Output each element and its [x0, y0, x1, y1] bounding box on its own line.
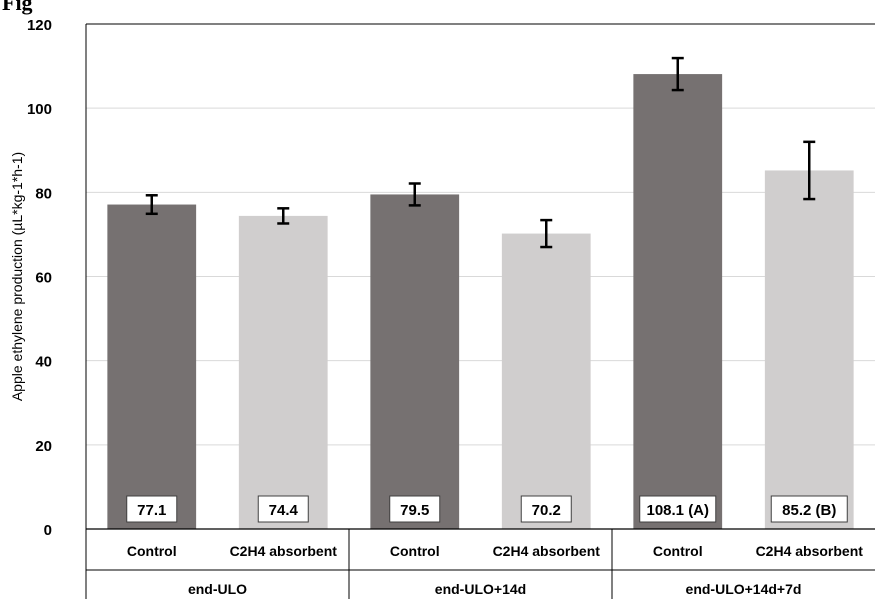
data-label-box [257, 495, 309, 523]
data-label-box [389, 495, 441, 523]
y-tick-label: 0 [44, 522, 52, 539]
x-category-label: C2H4 absorbent [756, 543, 864, 559]
x-group-label: end-ULO+14d [435, 581, 526, 597]
x-category-label: C2H4 absorbent [493, 543, 601, 559]
y-tick-label: 80 [35, 185, 52, 202]
data-label-box [126, 495, 178, 523]
data-label: 77.1 [137, 502, 166, 519]
x-group-label: end-ULO [188, 581, 247, 597]
data-label: 70.2 [532, 502, 561, 519]
bar [238, 215, 328, 529]
data-label-box [770, 495, 848, 523]
data-label: 108.1 (A) [646, 502, 709, 519]
x-category-label: Control [653, 543, 703, 559]
y-tick-label: 120 [27, 17, 52, 34]
data-label: 85.2 (B) [782, 502, 836, 519]
x-category-label: C2H4 absorbent [230, 543, 338, 559]
y-tick-label: 40 [35, 354, 52, 371]
y-tick-label: 60 [35, 270, 52, 287]
data-label: 74.4 [269, 502, 299, 519]
bar [501, 233, 591, 529]
y-tick-label: 20 [35, 438, 52, 455]
data-label-box [520, 495, 572, 523]
y-tick-label: 100 [27, 101, 52, 118]
x-category-label: Control [127, 543, 177, 559]
bar [370, 194, 460, 529]
figure-label: Fig [2, 0, 33, 15]
data-label-box [639, 495, 717, 523]
bar [764, 170, 854, 529]
bar [107, 204, 197, 529]
bar [633, 74, 723, 530]
x-category-label: Control [390, 543, 440, 559]
data-label: 79.5 [400, 502, 429, 519]
x-group-label: end-ULO+14d+7d [686, 581, 802, 597]
y-axis-label: Apple ethylene production (µL*kg-1*h-1) [9, 152, 25, 401]
